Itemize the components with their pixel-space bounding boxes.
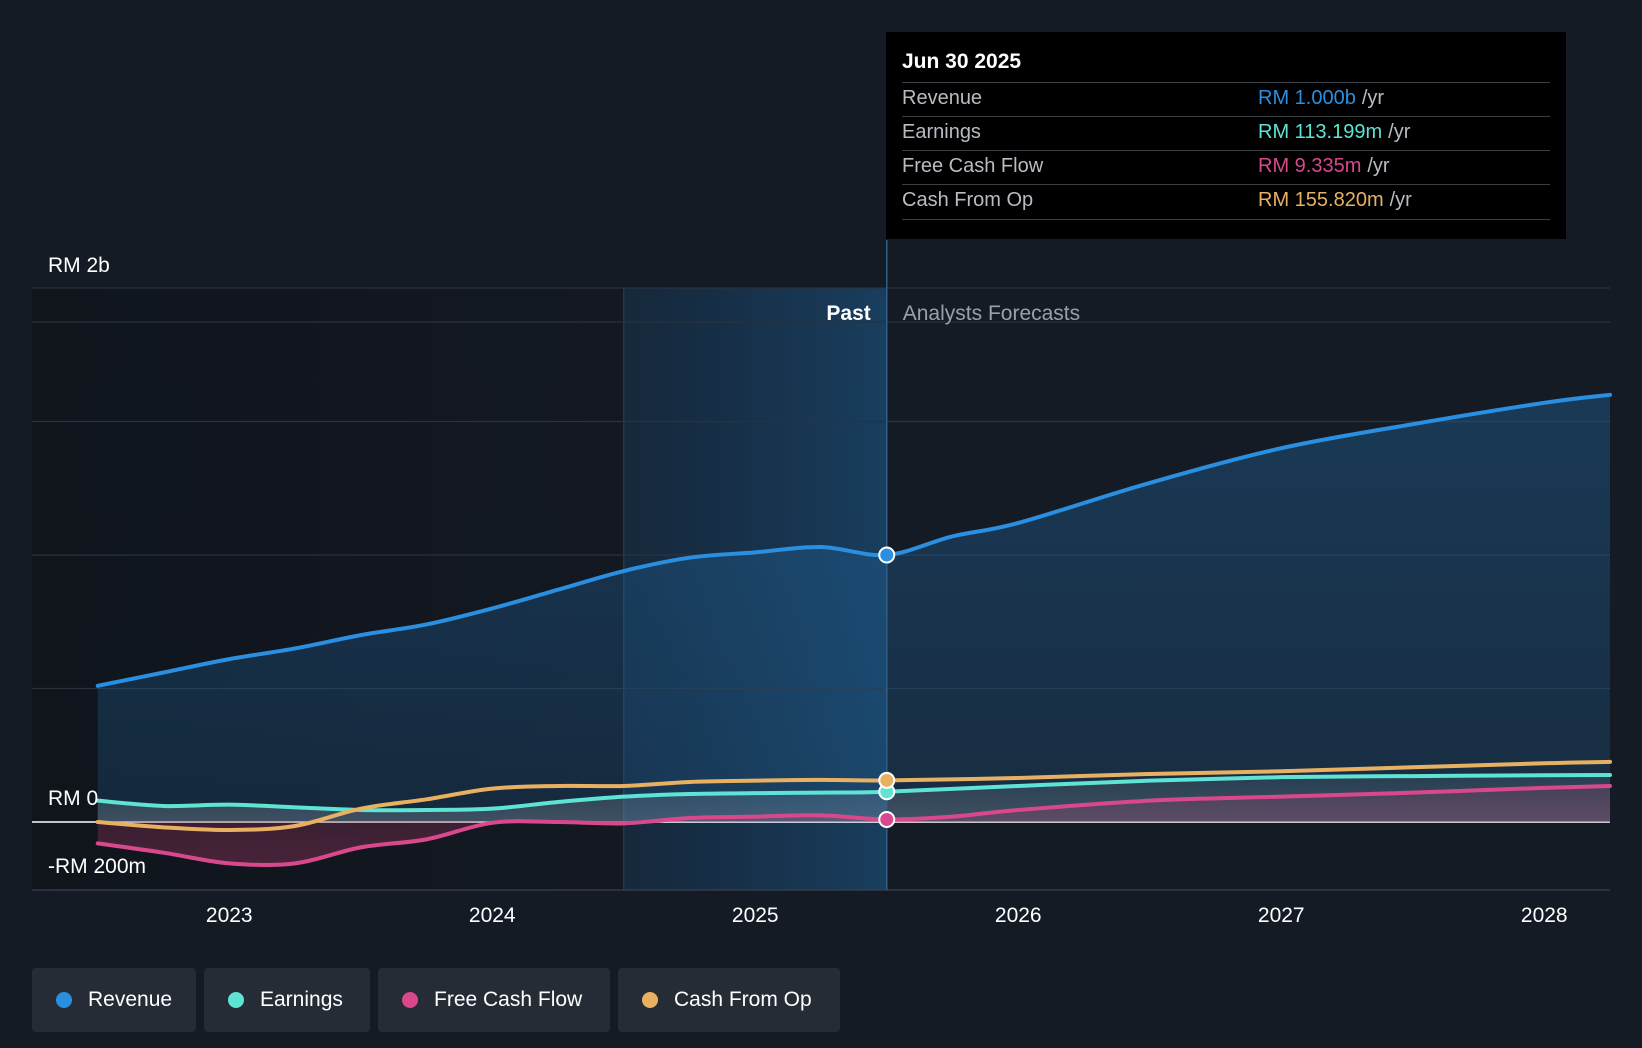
tooltip-value: RM 113.199m (1258, 121, 1383, 143)
tooltip-unit: /yr (1361, 87, 1385, 109)
x-tick-label: 2028 (1521, 904, 1568, 927)
y-axis-label: -RM 200m (48, 855, 146, 878)
tooltip: Jun 30 2025 Revenue RM 1.000b/yr Earning… (886, 32, 1566, 239)
tooltip-label: Revenue (902, 87, 983, 109)
legend-item-cash-from-op[interactable]: Cash From Op (618, 968, 840, 1032)
tooltip-row-cash-from-op: Cash From Op RM 155.820m/yr (902, 184, 1550, 220)
x-tick-label: 2025 (732, 904, 779, 927)
earnings-dot-icon (228, 992, 244, 1008)
legend-label: Revenue (88, 988, 173, 1011)
x-tick-label: 2024 (469, 904, 516, 927)
revenue-area (97, 394, 1610, 822)
cash-from-op-dot-icon (642, 992, 658, 1008)
tooltip-value-wrap: RM 113.199m/yr (1258, 121, 1410, 144)
series-line-cash-from-op (95, 759, 1612, 833)
tooltip-value-wrap: RM 155.820m/yr (1258, 189, 1412, 212)
tooltip-label: Cash From Op (902, 189, 1034, 211)
tooltip-label: Earnings (902, 121, 981, 143)
tooltip-unit: /yr (1388, 121, 1411, 143)
legend-label: Free Cash Flow (434, 988, 583, 1011)
free-cash-flow-area (97, 785, 1610, 866)
tooltip-row-free-cash-flow: Free Cash Flow RM 9.335m/yr (902, 150, 1550, 185)
tooltip-value-wrap: RM 9.335m/yr (1258, 155, 1390, 178)
marker-cash-from-op (878, 771, 896, 789)
tooltip-value: RM 9.335m (1258, 155, 1362, 177)
series-line-earnings (95, 773, 1612, 813)
legend-label: Cash From Op (674, 988, 812, 1011)
series-line-revenue (95, 392, 1612, 688)
tooltip-unit: /yr (1367, 155, 1390, 177)
legend-item-free-cash-flow[interactable]: Free Cash Flow (378, 968, 610, 1032)
past-label: Past (826, 302, 870, 325)
tooltip-value-wrap: RM 1.000b/yr (1258, 87, 1384, 110)
y-axis-label: RM 2b (48, 254, 110, 277)
x-tick-label: 2027 (1258, 904, 1305, 927)
legend-item-earnings[interactable]: Earnings (204, 968, 370, 1032)
series-line-free-cash-flow (95, 783, 1612, 868)
tooltip-unit: /yr (1389, 189, 1412, 211)
tooltip-value: RM 155.820m (1258, 189, 1384, 211)
tooltip-value: RM 1.000b (1258, 87, 1356, 109)
y-axis-label: RM 0 (48, 787, 98, 810)
x-tick-label: 2026 (995, 904, 1042, 927)
free-cash-flow-dot-icon (402, 992, 418, 1008)
legend-item-revenue[interactable]: Revenue (32, 968, 196, 1032)
revenue-dot-icon (56, 992, 72, 1008)
tooltip-date: Jun 30 2025 (902, 50, 1022, 73)
tooltip-label: Free Cash Flow (902, 155, 1044, 177)
tooltip-row-earnings: Earnings RM 113.199m/yr (902, 116, 1550, 151)
tooltip-row-revenue: Revenue RM 1.000b/yr (902, 82, 1550, 117)
marker-revenue (878, 546, 896, 564)
x-tick-label: 2023 (206, 904, 253, 927)
forecast-label: Analysts Forecasts (903, 302, 1080, 325)
legend-label: Earnings (260, 988, 343, 1011)
marker-free-cash-flow (878, 811, 896, 829)
